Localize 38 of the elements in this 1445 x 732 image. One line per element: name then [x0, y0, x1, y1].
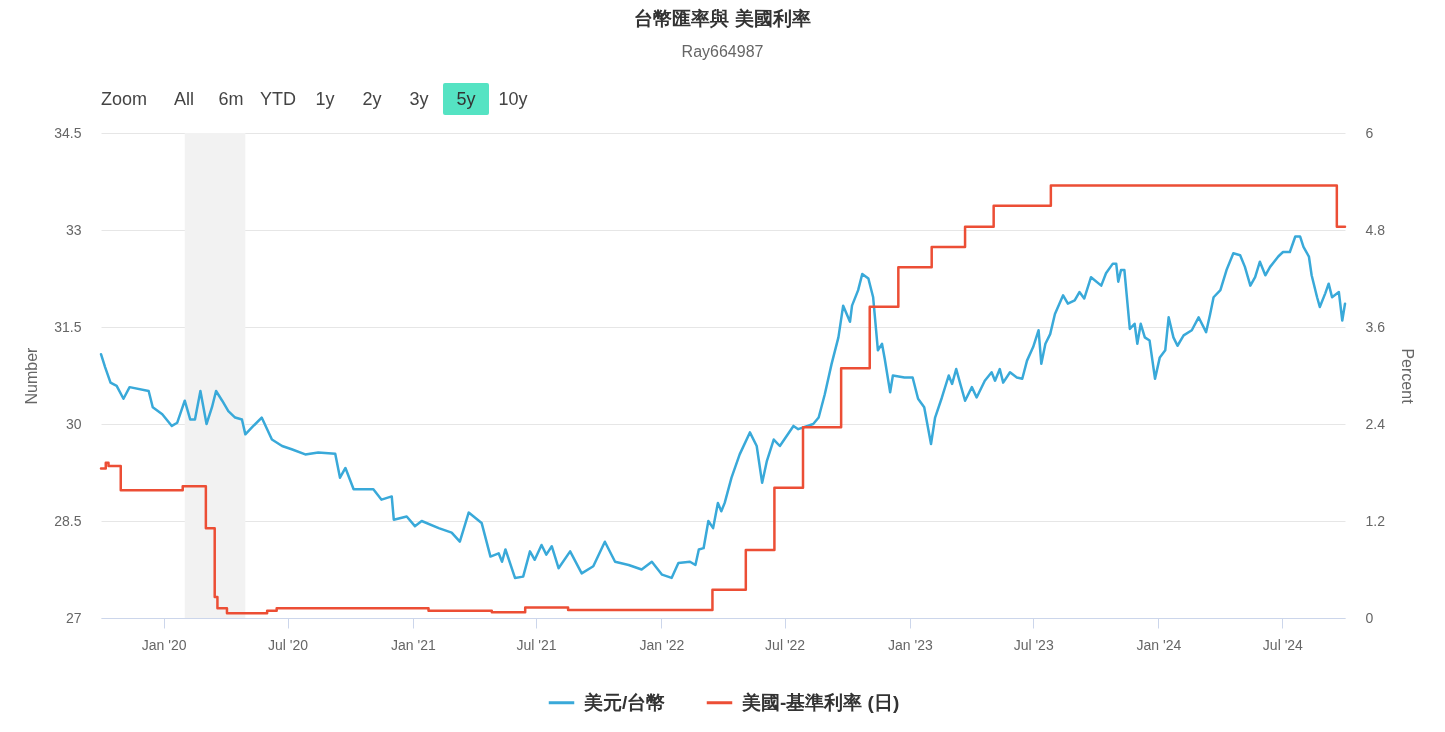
chart-title: 台幣匯率與 美國利率 [633, 7, 812, 31]
y-tick-label: 31.5 [54, 318, 82, 335]
range-button[interactable]: 10y [490, 83, 536, 115]
range-button[interactable]: 3y [396, 83, 442, 115]
legend-label: 美國-基準利率 (日) [741, 691, 900, 713]
x-tick-label: Jul '24 [1262, 636, 1304, 653]
range-button[interactable]: YTD [255, 83, 301, 115]
y2-tick-label: 3.6 [1365, 318, 1386, 335]
range-button[interactable]: 2y [349, 83, 395, 115]
y2-tick-label: 1.2 [1365, 512, 1386, 529]
y-tick-label: 33 [65, 221, 82, 238]
y-axis-title: Number [23, 346, 41, 405]
line-series [99, 235, 1347, 580]
x-tick-label: Jul '21 [516, 636, 557, 653]
y2-axis-title: Percent [1398, 348, 1416, 405]
legend-label: 美元/台幣 [583, 691, 666, 713]
y2-tick-label: 2.4 [1365, 415, 1386, 432]
x-tick-label: Jan '21 [390, 636, 436, 653]
text: Zoom [101, 88, 148, 111]
y-tick-label: 28.5 [54, 512, 82, 529]
x-tick-label: Jan '20 [141, 636, 187, 653]
y2-tick-label: 6 [1365, 124, 1374, 141]
y-tick-label: 30 [65, 415, 82, 432]
x-tick-label: Jul '20 [268, 636, 309, 653]
x-tick-label: Jan '22 [639, 636, 685, 653]
range-button[interactable]: All [161, 83, 207, 115]
y2-tick-label: 0 [1365, 609, 1374, 626]
x-tick-label: Jan '23 [888, 636, 933, 653]
y-tick-label: 27 [65, 609, 82, 626]
y2-tick-label: 4.8 [1365, 221, 1386, 238]
range-button[interactable]: 1y [302, 83, 348, 115]
x-tick-label: Jul '22 [765, 636, 806, 653]
x-tick-label: Jul '23 [1013, 636, 1054, 653]
y-tick-label: 34.5 [54, 124, 82, 141]
x-tick-label: Jan '24 [1136, 636, 1182, 653]
range-button[interactable]: 5y [443, 83, 489, 115]
chart-subtitle: Ray664987 [680, 43, 765, 61]
range-button[interactable]: 6m [208, 83, 254, 115]
